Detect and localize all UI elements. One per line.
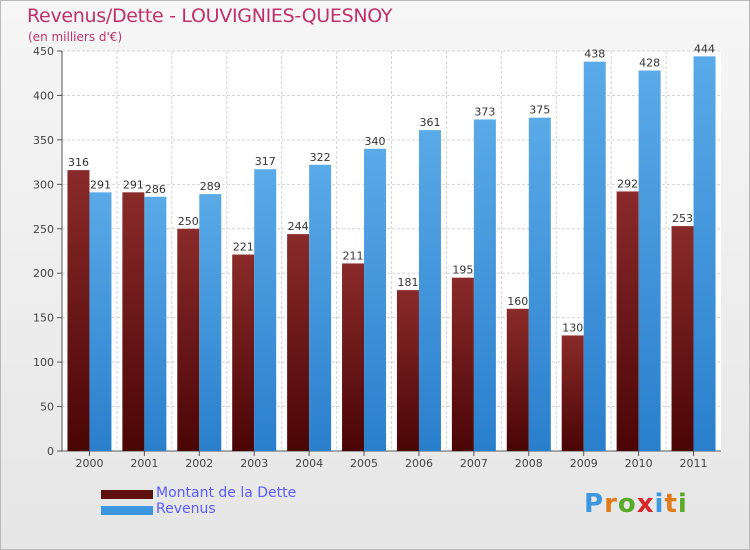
x-tick-label: 2010 [625,457,653,470]
bar-revenus-2003 [254,169,277,451]
y-tick-label: 400 [33,89,54,102]
bar-revenus-2000 [89,192,112,452]
bar-dette-2005 [342,263,365,451]
data-label-dette: 244 [288,220,309,233]
proxiti-logo: Proxiti [584,489,688,519]
chart-title: Revenus/Dette - LOUVIGNIES-QUESNOY [27,5,393,27]
bar-dette-2002 [177,228,200,451]
logo-letter: i [654,489,665,519]
bars [67,56,716,452]
bar-dette-2004 [287,234,310,451]
y-tick-label: 350 [33,134,54,147]
bar-dette-2010 [616,191,639,451]
data-label-dette: 195 [452,264,473,277]
data-label-revenus: 322 [310,151,331,164]
x-tick-label: 2000 [75,457,103,470]
bar-dette-2011 [671,226,694,451]
bar-revenus-2009 [583,61,606,452]
data-label-revenus: 444 [694,42,715,55]
y-tick-label: 250 [33,223,54,236]
bar-revenus-2005 [364,148,387,451]
legend-label-revenus: Revenus [156,501,216,517]
data-label-dette: 253 [672,212,693,225]
bar-dette-2001 [122,192,145,452]
data-label-dette: 291 [123,178,144,191]
bar-revenus-2007 [473,119,496,451]
chart-subtitle: (en milliers d'€) [28,30,123,44]
data-label-revenus: 373 [474,105,495,118]
y-tick-label: 450 [33,45,54,58]
x-tick-label: 2011 [680,457,708,470]
bar-dette-2003 [232,254,255,451]
bar-revenus-2006 [418,130,441,451]
data-label-revenus: 375 [529,104,550,117]
data-label-dette: 250 [178,215,199,228]
x-tick-label: 2008 [515,457,543,470]
legend-swatch-dette [101,490,153,499]
logo-letter: i [677,489,688,519]
data-label-revenus: 291 [90,178,111,191]
legend-label-dette: Montant de la Dette [156,485,297,501]
x-tick-label: 2002 [185,457,213,470]
x-tick-label: 2006 [405,457,433,470]
x-tick-label: 2007 [460,457,488,470]
logo-letter: t [664,489,678,519]
bar-dette-2007 [451,277,474,451]
data-label-dette: 130 [562,321,583,334]
bar-revenus-2001 [144,196,167,451]
logo-letter: P [584,489,605,519]
data-label-revenus: 289 [200,180,221,193]
logo-letter: x [636,489,655,519]
data-label-revenus: 361 [419,116,440,129]
data-label-revenus: 340 [365,135,386,148]
bar-revenus-2010 [638,70,661,452]
y-tick-label: 50 [40,401,54,414]
x-tick-label: 2004 [295,457,323,470]
logo-letter: o [617,489,637,519]
bar-revenus-2002 [199,194,222,451]
bar-dette-2008 [506,308,529,451]
data-label-dette: 160 [507,295,528,308]
x-tick-label: 2005 [350,457,378,470]
data-label-dette: 211 [343,249,364,262]
legend-swatch-revenus [101,506,153,515]
logo-letter: r [604,489,618,519]
data-label-dette: 221 [233,241,254,254]
x-tick-label: 2009 [570,457,598,470]
y-tick-label: 200 [33,267,54,280]
data-label-dette: 292 [617,177,638,190]
y-tick-label: 0 [47,445,54,458]
bar-revenus-2008 [528,117,551,452]
y-tick-label: 150 [33,312,54,325]
x-tick-label: 2003 [240,457,268,470]
data-label-revenus: 428 [639,57,660,70]
data-label-dette: 316 [68,156,89,169]
bar-dette-2000 [67,170,90,451]
data-label-dette: 181 [397,276,418,289]
y-tick-label: 100 [33,356,54,369]
grid-lines [62,50,721,452]
data-label-revenus: 286 [145,183,166,196]
axes: 0 50 100 150 200 250 300 350 400 450 2000 2001 2002 2… [33,45,721,470]
bar-revenus-2011 [693,56,716,451]
bar-revenus-2004 [309,164,332,451]
data-label-revenus: 438 [584,48,605,61]
x-tick-label: 2001 [130,457,158,470]
y-tick-label: 300 [33,178,54,191]
bar-dette-2009 [561,335,584,451]
bar-dette-2006 [396,290,419,451]
data-label-revenus: 317 [255,155,276,168]
